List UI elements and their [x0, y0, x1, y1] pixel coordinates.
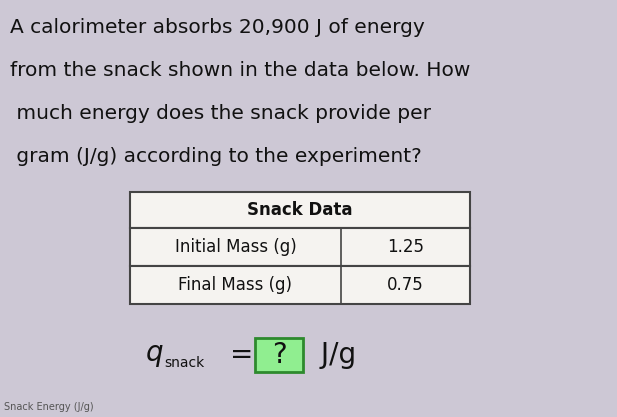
Text: 1.25: 1.25: [387, 238, 424, 256]
Text: Snack Data: Snack Data: [247, 201, 353, 219]
Text: A calorimeter absorbs 20,900 J of energy: A calorimeter absorbs 20,900 J of energy: [10, 18, 424, 37]
FancyBboxPatch shape: [255, 338, 303, 372]
Text: Final Mass (g): Final Mass (g): [178, 276, 292, 294]
Text: Snack Energy (J/g): Snack Energy (J/g): [4, 402, 94, 412]
FancyBboxPatch shape: [130, 266, 470, 304]
Text: J/g: J/g: [312, 341, 356, 369]
Text: gram (J/g) according to the experiment?: gram (J/g) according to the experiment?: [10, 147, 422, 166]
Text: much energy does the snack provide per: much energy does the snack provide per: [10, 104, 431, 123]
Text: $q$: $q$: [145, 341, 164, 369]
Text: snack: snack: [164, 356, 204, 370]
Text: Initial Mass (g): Initial Mass (g): [175, 238, 296, 256]
Text: 0.75: 0.75: [387, 276, 424, 294]
Text: ?: ?: [271, 341, 286, 369]
FancyBboxPatch shape: [130, 228, 470, 266]
Text: =: =: [230, 341, 254, 369]
Text: from the snack shown in the data below. How: from the snack shown in the data below. …: [10, 61, 470, 80]
FancyBboxPatch shape: [130, 192, 470, 228]
